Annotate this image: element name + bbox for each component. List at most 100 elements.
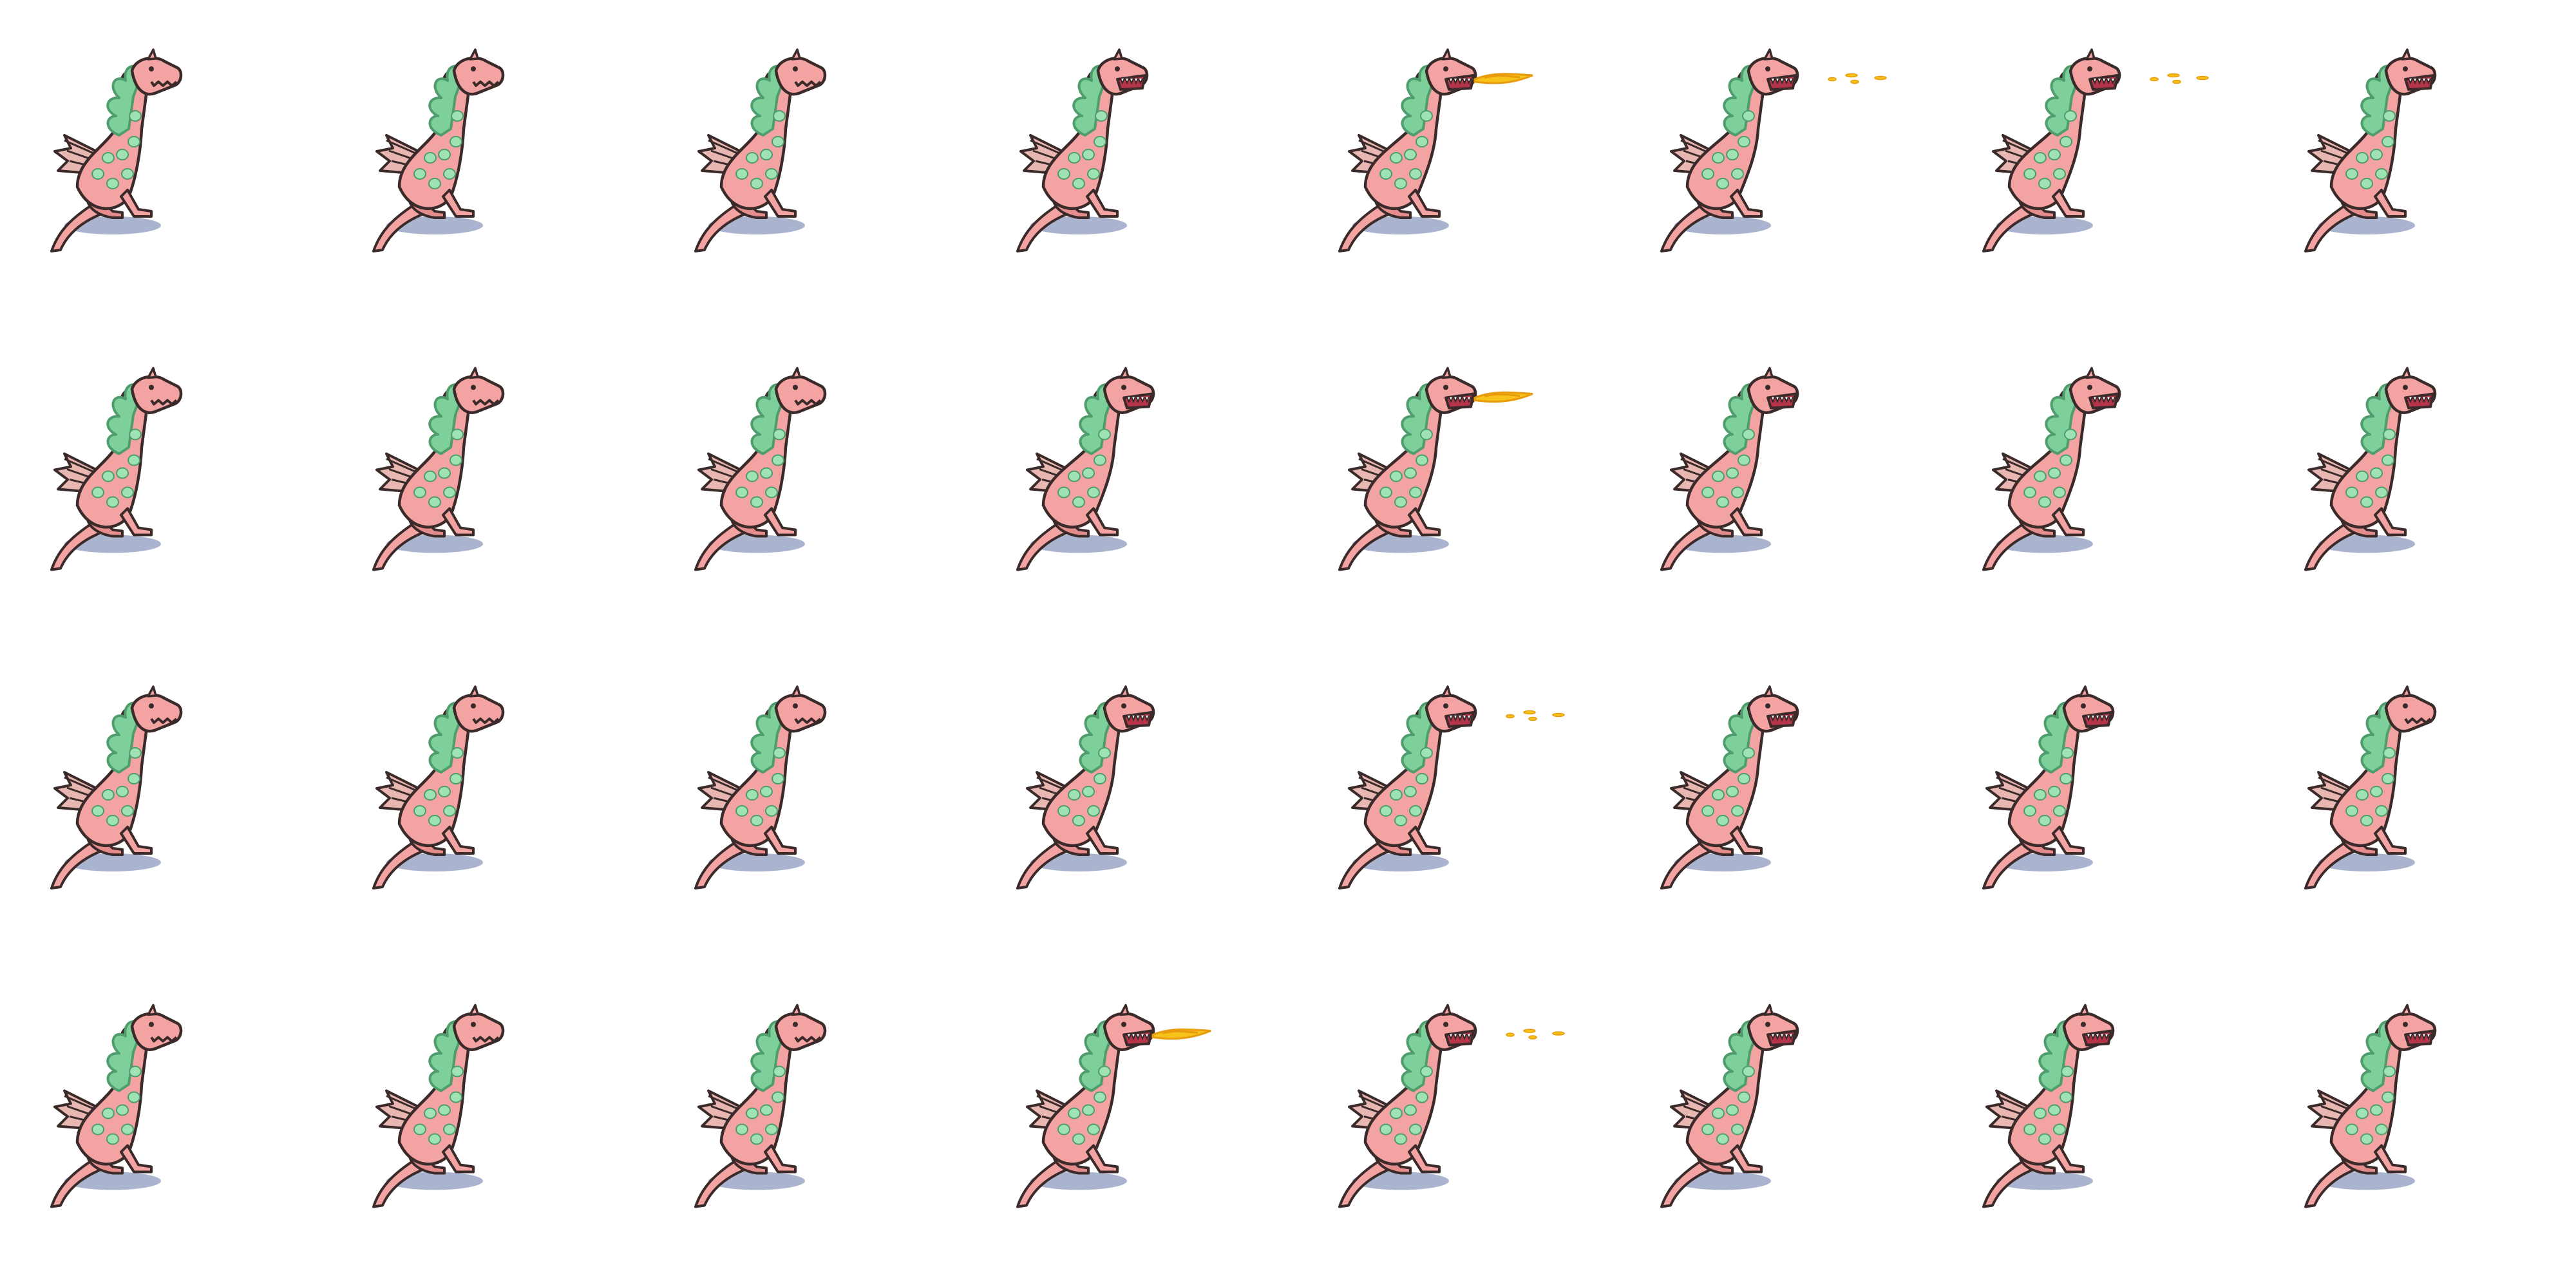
head <box>130 48 183 96</box>
front-leg <box>120 826 153 855</box>
eye <box>1765 1022 1770 1027</box>
tail <box>372 1160 425 1208</box>
dragon-frame-r1-c2 <box>694 366 827 571</box>
head <box>452 685 505 733</box>
head-shape <box>130 1012 183 1051</box>
teeth <box>1448 715 1472 722</box>
eye <box>2081 1022 2086 1027</box>
head <box>1103 1003 1155 1051</box>
tail <box>2304 523 2357 571</box>
dragon-frame-r3-c3 <box>1016 1003 1211 1208</box>
eye <box>471 66 476 71</box>
dragon-frame-r0-c6 <box>1982 48 2209 252</box>
front-leg <box>120 507 153 537</box>
head <box>1425 1003 1477 1051</box>
head <box>1096 48 1149 96</box>
dragon-frame-r0-c1 <box>372 48 505 252</box>
tail <box>1338 523 1391 571</box>
mouth-closed <box>150 81 178 87</box>
mouth-closed <box>2404 718 2432 724</box>
body-spots <box>1379 747 1433 826</box>
dragon-frame-r2-c7 <box>2304 685 2437 889</box>
tail <box>1338 205 1391 252</box>
horn <box>469 685 479 698</box>
dragon-frame-r2-c5 <box>1660 685 1799 889</box>
head <box>774 685 827 733</box>
front-leg <box>1086 826 1119 855</box>
front-leg <box>1086 507 1119 537</box>
eye <box>1765 66 1770 71</box>
horn <box>2401 685 2411 698</box>
eye <box>793 385 798 390</box>
head-shape <box>774 56 827 96</box>
horn <box>791 1003 801 1016</box>
fire-breath <box>1473 73 1533 84</box>
body-spots <box>413 428 464 508</box>
eye <box>1765 703 1770 708</box>
front-leg <box>2052 1144 2085 1174</box>
teeth <box>2408 1034 2431 1041</box>
head-shape <box>130 693 183 733</box>
tail <box>50 1160 103 1208</box>
tail <box>1982 1160 2035 1208</box>
dragon-frame-r3-c7 <box>2304 1003 2437 1208</box>
body-spots <box>1379 428 1433 508</box>
eye <box>793 703 798 708</box>
teeth <box>1770 1034 1794 1041</box>
mouth-closed <box>794 1036 822 1043</box>
body-spots <box>735 428 786 508</box>
horn <box>1119 366 1130 379</box>
eye <box>149 1022 154 1027</box>
front-leg <box>1730 507 1763 537</box>
head-shape <box>130 375 183 414</box>
body-spots <box>1057 110 1108 189</box>
tail <box>1016 523 1069 571</box>
horn <box>147 366 157 379</box>
teeth <box>1448 1034 1472 1041</box>
dragon-frame-r3-c5 <box>1660 1003 1799 1208</box>
tail <box>372 842 425 889</box>
eye <box>2087 385 2092 390</box>
front-leg <box>764 189 797 218</box>
head <box>1747 366 1799 414</box>
eye <box>149 385 154 390</box>
front-leg <box>442 507 475 537</box>
head <box>1425 48 1477 96</box>
horn <box>791 48 801 61</box>
body-spots <box>1701 110 1755 189</box>
body-spots <box>735 110 786 189</box>
tail <box>694 1160 747 1208</box>
head-shape <box>774 375 827 414</box>
tail <box>372 523 425 571</box>
dragon-frame-r3-c1 <box>372 1003 505 1208</box>
teeth <box>1770 397 1794 404</box>
tail <box>2304 205 2357 252</box>
horn <box>791 366 801 379</box>
head <box>1425 366 1477 414</box>
tail <box>50 523 103 571</box>
body-spots <box>413 1065 464 1145</box>
front-leg <box>2374 507 2407 537</box>
body-spots <box>2023 110 2077 189</box>
head-shape <box>452 56 505 96</box>
horn <box>791 685 801 698</box>
front-leg <box>120 1144 153 1174</box>
body-spots <box>2023 1065 2074 1145</box>
teeth <box>1770 715 1794 722</box>
head-shape <box>774 1012 827 1051</box>
teeth <box>2092 397 2116 404</box>
teeth <box>2408 397 2431 404</box>
head <box>130 366 183 414</box>
mouth-closed <box>794 81 822 87</box>
dragon-frame-r2-c0 <box>50 685 183 889</box>
front-leg <box>1408 507 1441 537</box>
head-shape <box>2384 693 2437 733</box>
mouth-closed <box>150 399 178 406</box>
head <box>2384 1003 2437 1051</box>
dragon-frame-r2-c6 <box>1982 685 2115 889</box>
body-spots <box>1701 428 1755 508</box>
fire-sparks <box>1506 1029 1565 1040</box>
tail <box>1982 523 2035 571</box>
horn <box>1763 48 1774 61</box>
eye <box>2403 1022 2408 1027</box>
